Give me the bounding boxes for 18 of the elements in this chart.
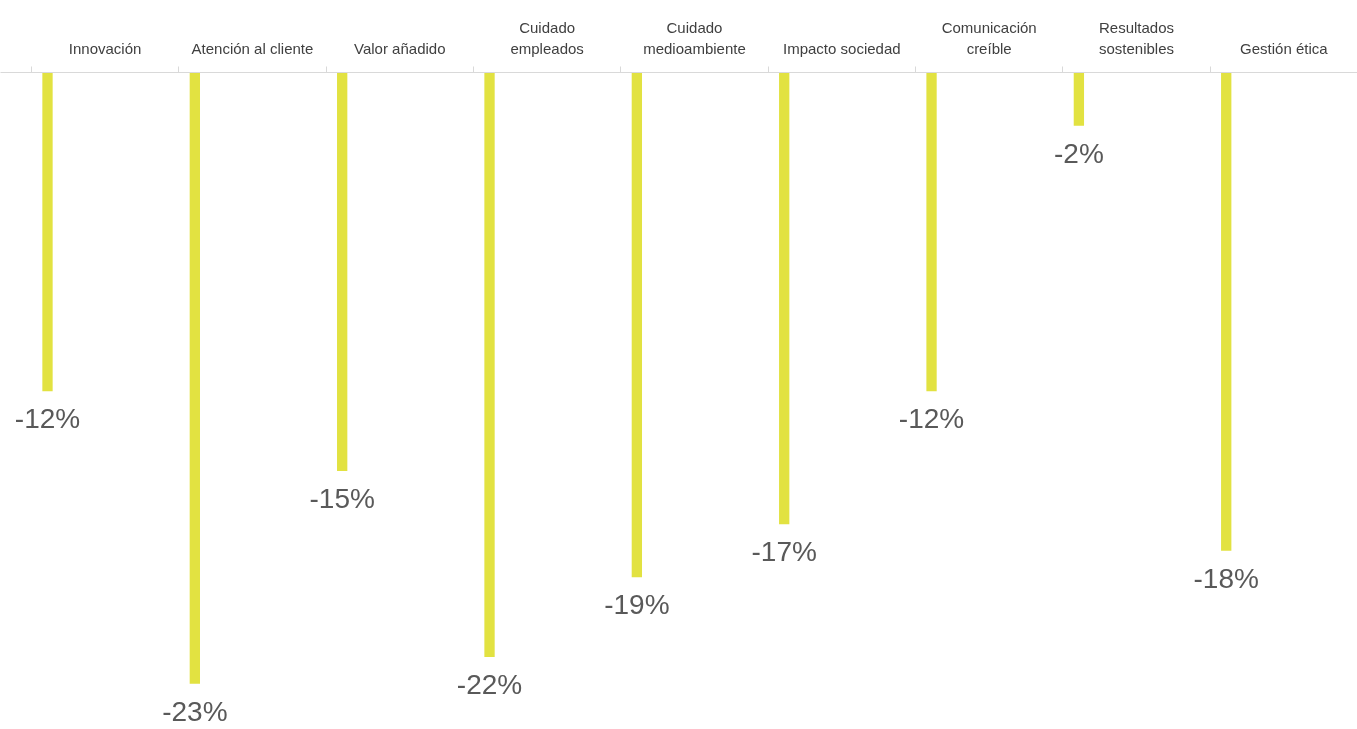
data-label: -12% [898,403,965,435]
data-label: -23% [162,695,228,727]
data-label: -15% [309,483,375,515]
x-tick-label: Innovación [68,39,142,57]
x-tick-label: Cuidado medioambiente [643,19,746,57]
data-label: -2% [1053,137,1104,169]
x-tick-label: Comunicación creíble [941,19,1037,57]
x-tick-label: Valor añadido [354,39,446,57]
x-tick-label: Resultados sostenibles [1098,19,1175,57]
x-tick-label: Gestión ética [1240,39,1329,57]
data-label: -18% [1193,562,1259,594]
x-tick-label: Atención al cliente [191,39,314,57]
data-label: -17% [751,536,817,568]
data-label: -19% [604,589,670,621]
data-label: -12% [14,403,81,435]
x-tick-label: Impacto sociedad [783,39,901,57]
x-tick-label: Cuidado empleados [510,19,584,57]
data-label: -22% [456,669,523,701]
